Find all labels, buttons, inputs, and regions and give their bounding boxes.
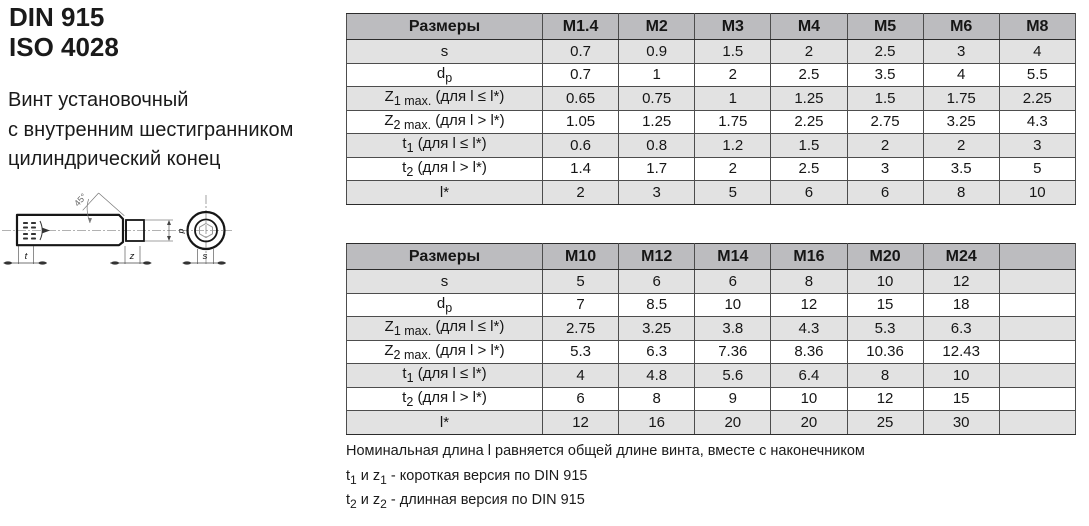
svg-text:z: z bbox=[129, 251, 135, 262]
svg-text:t: t bbox=[25, 251, 28, 262]
svg-text:d: d bbox=[177, 229, 187, 234]
svg-text:s: s bbox=[203, 251, 208, 262]
svg-text:45°: 45° bbox=[72, 191, 89, 208]
